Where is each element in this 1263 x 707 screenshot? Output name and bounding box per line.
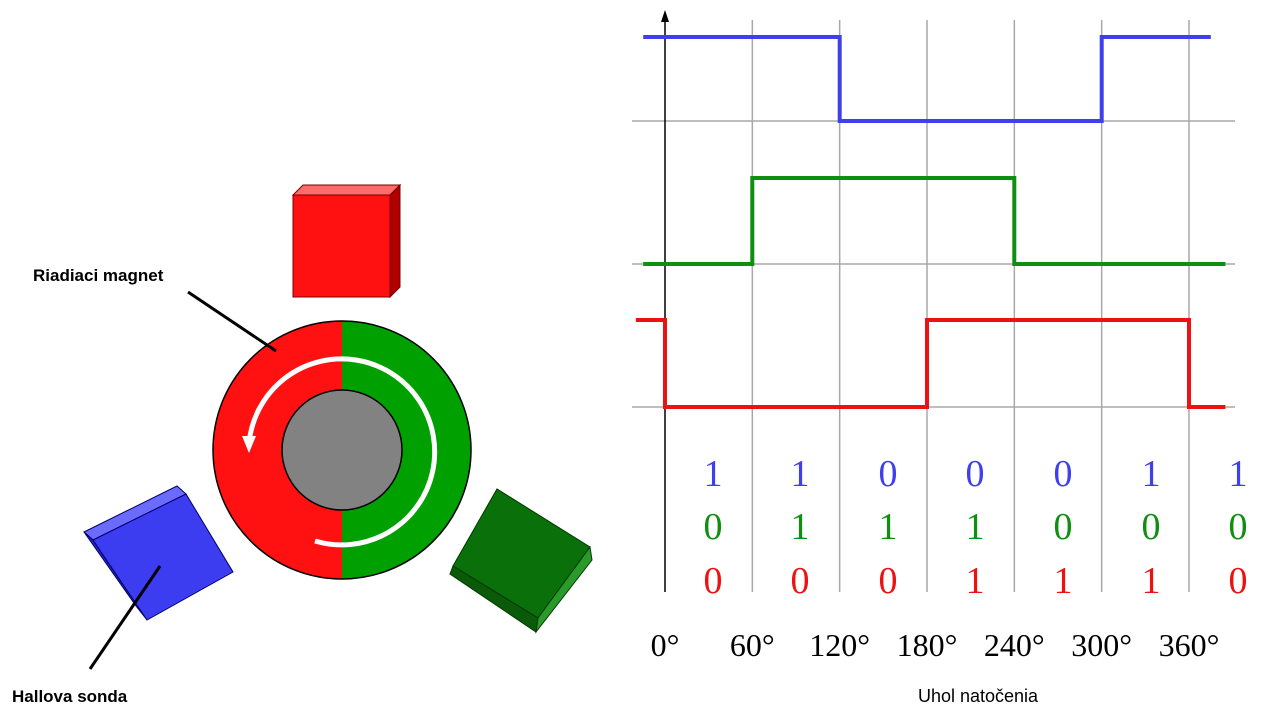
x-tick-label: 120° — [809, 627, 870, 663]
x-tick-label: 0° — [651, 627, 680, 663]
red-bit-3: 1 — [966, 560, 985, 602]
state-table: 1 1 0 0 0 1 1 0 1 1 1 0 0 0 0 0 0 1 1 1 0 — [704, 453, 1248, 602]
blue-bit-2: 0 — [879, 453, 898, 495]
x-tick-labels: 0° 60° 120° 180° 240° 300° 360° — [651, 627, 1220, 663]
blue-bit-6: 1 — [1229, 453, 1248, 495]
control-magnet-label: Riadiaci magnet — [33, 266, 164, 285]
control-magnet-ring — [212, 320, 472, 580]
red-bit-6: 0 — [1229, 560, 1248, 602]
red-bit-4: 1 — [1054, 560, 1073, 602]
rotation-arrow-icon — [246, 356, 438, 548]
red-bit-2: 0 — [879, 560, 898, 602]
green-bit-6: 0 — [1229, 506, 1248, 548]
red-signal-trace — [635, 318, 1226, 409]
x-tick-label: 240° — [984, 627, 1045, 663]
probe-leader-line — [88, 565, 162, 670]
rotor-hub — [281, 389, 403, 511]
green-bit-1: 1 — [791, 506, 810, 548]
magnet-leader-line — [187, 290, 277, 353]
blue-bit-3: 0 — [966, 453, 985, 495]
red-bit-1: 0 — [791, 560, 810, 602]
green-bit-0: 0 — [704, 506, 723, 548]
green-bit-5: 0 — [1142, 506, 1161, 548]
blue-hall-sensor — [83, 485, 234, 621]
motor-illustration: Riadiaci magnet Hallova sonda — [12, 183, 593, 706]
green-signal-trace — [643, 176, 1226, 266]
x-tick-label: 300° — [1071, 627, 1132, 663]
x-axis-label: Uhol natočenia — [918, 686, 1039, 706]
y-axis-arrow-icon — [661, 10, 669, 22]
red-bit-0: 0 — [704, 560, 723, 602]
x-tick-label: 360° — [1159, 627, 1220, 663]
green-bit-2: 1 — [879, 506, 898, 548]
signal-traces — [635, 35, 1226, 409]
green-bit-4: 0 — [1054, 506, 1073, 548]
hall-probe-label: Hallova sonda — [12, 687, 128, 706]
commutation-chart: 1 1 0 0 0 1 1 0 1 1 1 0 0 0 0 0 0 1 1 1 0 0° 60° 120° 180° 240° 3… — [632, 10, 1248, 706]
blue-bit-0: 1 — [704, 453, 723, 495]
red-bit-5: 1 — [1142, 560, 1161, 602]
blue-bit-5: 1 — [1142, 453, 1161, 495]
red-hall-sensor — [291, 183, 402, 299]
x-tick-label: 60° — [730, 627, 775, 663]
x-tick-label: 180° — [897, 627, 958, 663]
blue-bit-4: 0 — [1054, 453, 1073, 495]
green-hall-sensor — [449, 488, 593, 634]
blue-signal-trace — [643, 35, 1211, 123]
blue-bit-1: 1 — [791, 453, 810, 495]
green-bit-3: 1 — [966, 506, 985, 548]
